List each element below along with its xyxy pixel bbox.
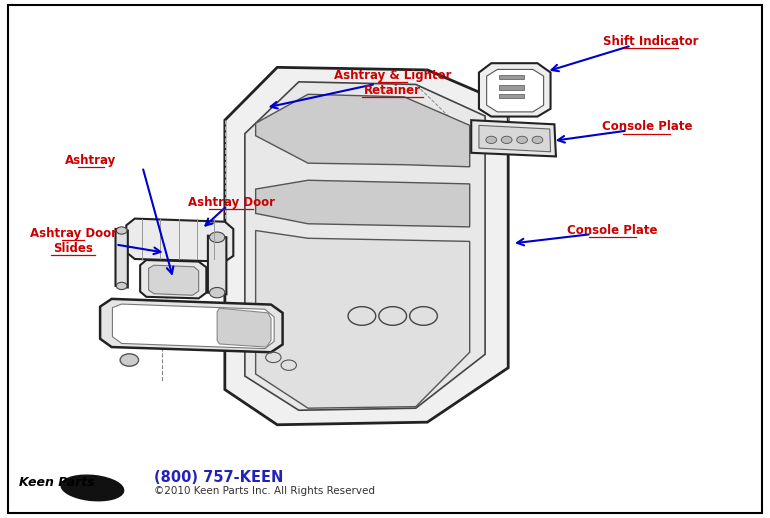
Polygon shape bbox=[140, 260, 206, 298]
Polygon shape bbox=[208, 236, 226, 294]
Polygon shape bbox=[100, 299, 283, 352]
Text: Ashtray Door
Slides: Ashtray Door Slides bbox=[30, 227, 116, 255]
Circle shape bbox=[116, 282, 127, 290]
Bar bbox=[499, 75, 524, 79]
Polygon shape bbox=[256, 231, 470, 408]
Text: Ashtray & Lighter
Retainer: Ashtray & Lighter Retainer bbox=[334, 69, 451, 97]
Text: ©2010 Keen Parts Inc. All Rights Reserved: ©2010 Keen Parts Inc. All Rights Reserve… bbox=[154, 486, 375, 496]
Circle shape bbox=[517, 136, 527, 143]
Circle shape bbox=[120, 354, 139, 366]
Polygon shape bbox=[256, 180, 470, 227]
Circle shape bbox=[501, 136, 512, 143]
Text: Console Plate: Console Plate bbox=[567, 224, 658, 237]
Polygon shape bbox=[245, 82, 485, 410]
Text: Ashtray: Ashtray bbox=[65, 154, 116, 167]
Polygon shape bbox=[256, 94, 470, 167]
Bar bbox=[499, 85, 524, 90]
Circle shape bbox=[116, 227, 127, 234]
Text: (800) 757-KEEN: (800) 757-KEEN bbox=[154, 470, 283, 485]
Polygon shape bbox=[487, 69, 544, 112]
Polygon shape bbox=[149, 265, 199, 295]
Ellipse shape bbox=[61, 475, 124, 501]
Text: Ashtray Door: Ashtray Door bbox=[188, 195, 274, 209]
Polygon shape bbox=[471, 120, 556, 156]
Polygon shape bbox=[126, 219, 233, 262]
Polygon shape bbox=[479, 125, 551, 152]
Polygon shape bbox=[217, 308, 271, 347]
Circle shape bbox=[209, 287, 225, 298]
Bar bbox=[499, 94, 524, 98]
Circle shape bbox=[532, 136, 543, 143]
Text: Shift Indicator: Shift Indicator bbox=[603, 35, 698, 48]
Polygon shape bbox=[225, 67, 508, 425]
Text: Keen Parts: Keen Parts bbox=[19, 476, 95, 490]
Polygon shape bbox=[479, 63, 551, 117]
Polygon shape bbox=[112, 304, 274, 349]
Circle shape bbox=[209, 232, 225, 242]
Text: Console Plate: Console Plate bbox=[601, 120, 692, 134]
Circle shape bbox=[486, 136, 497, 143]
Polygon shape bbox=[116, 229, 128, 287]
